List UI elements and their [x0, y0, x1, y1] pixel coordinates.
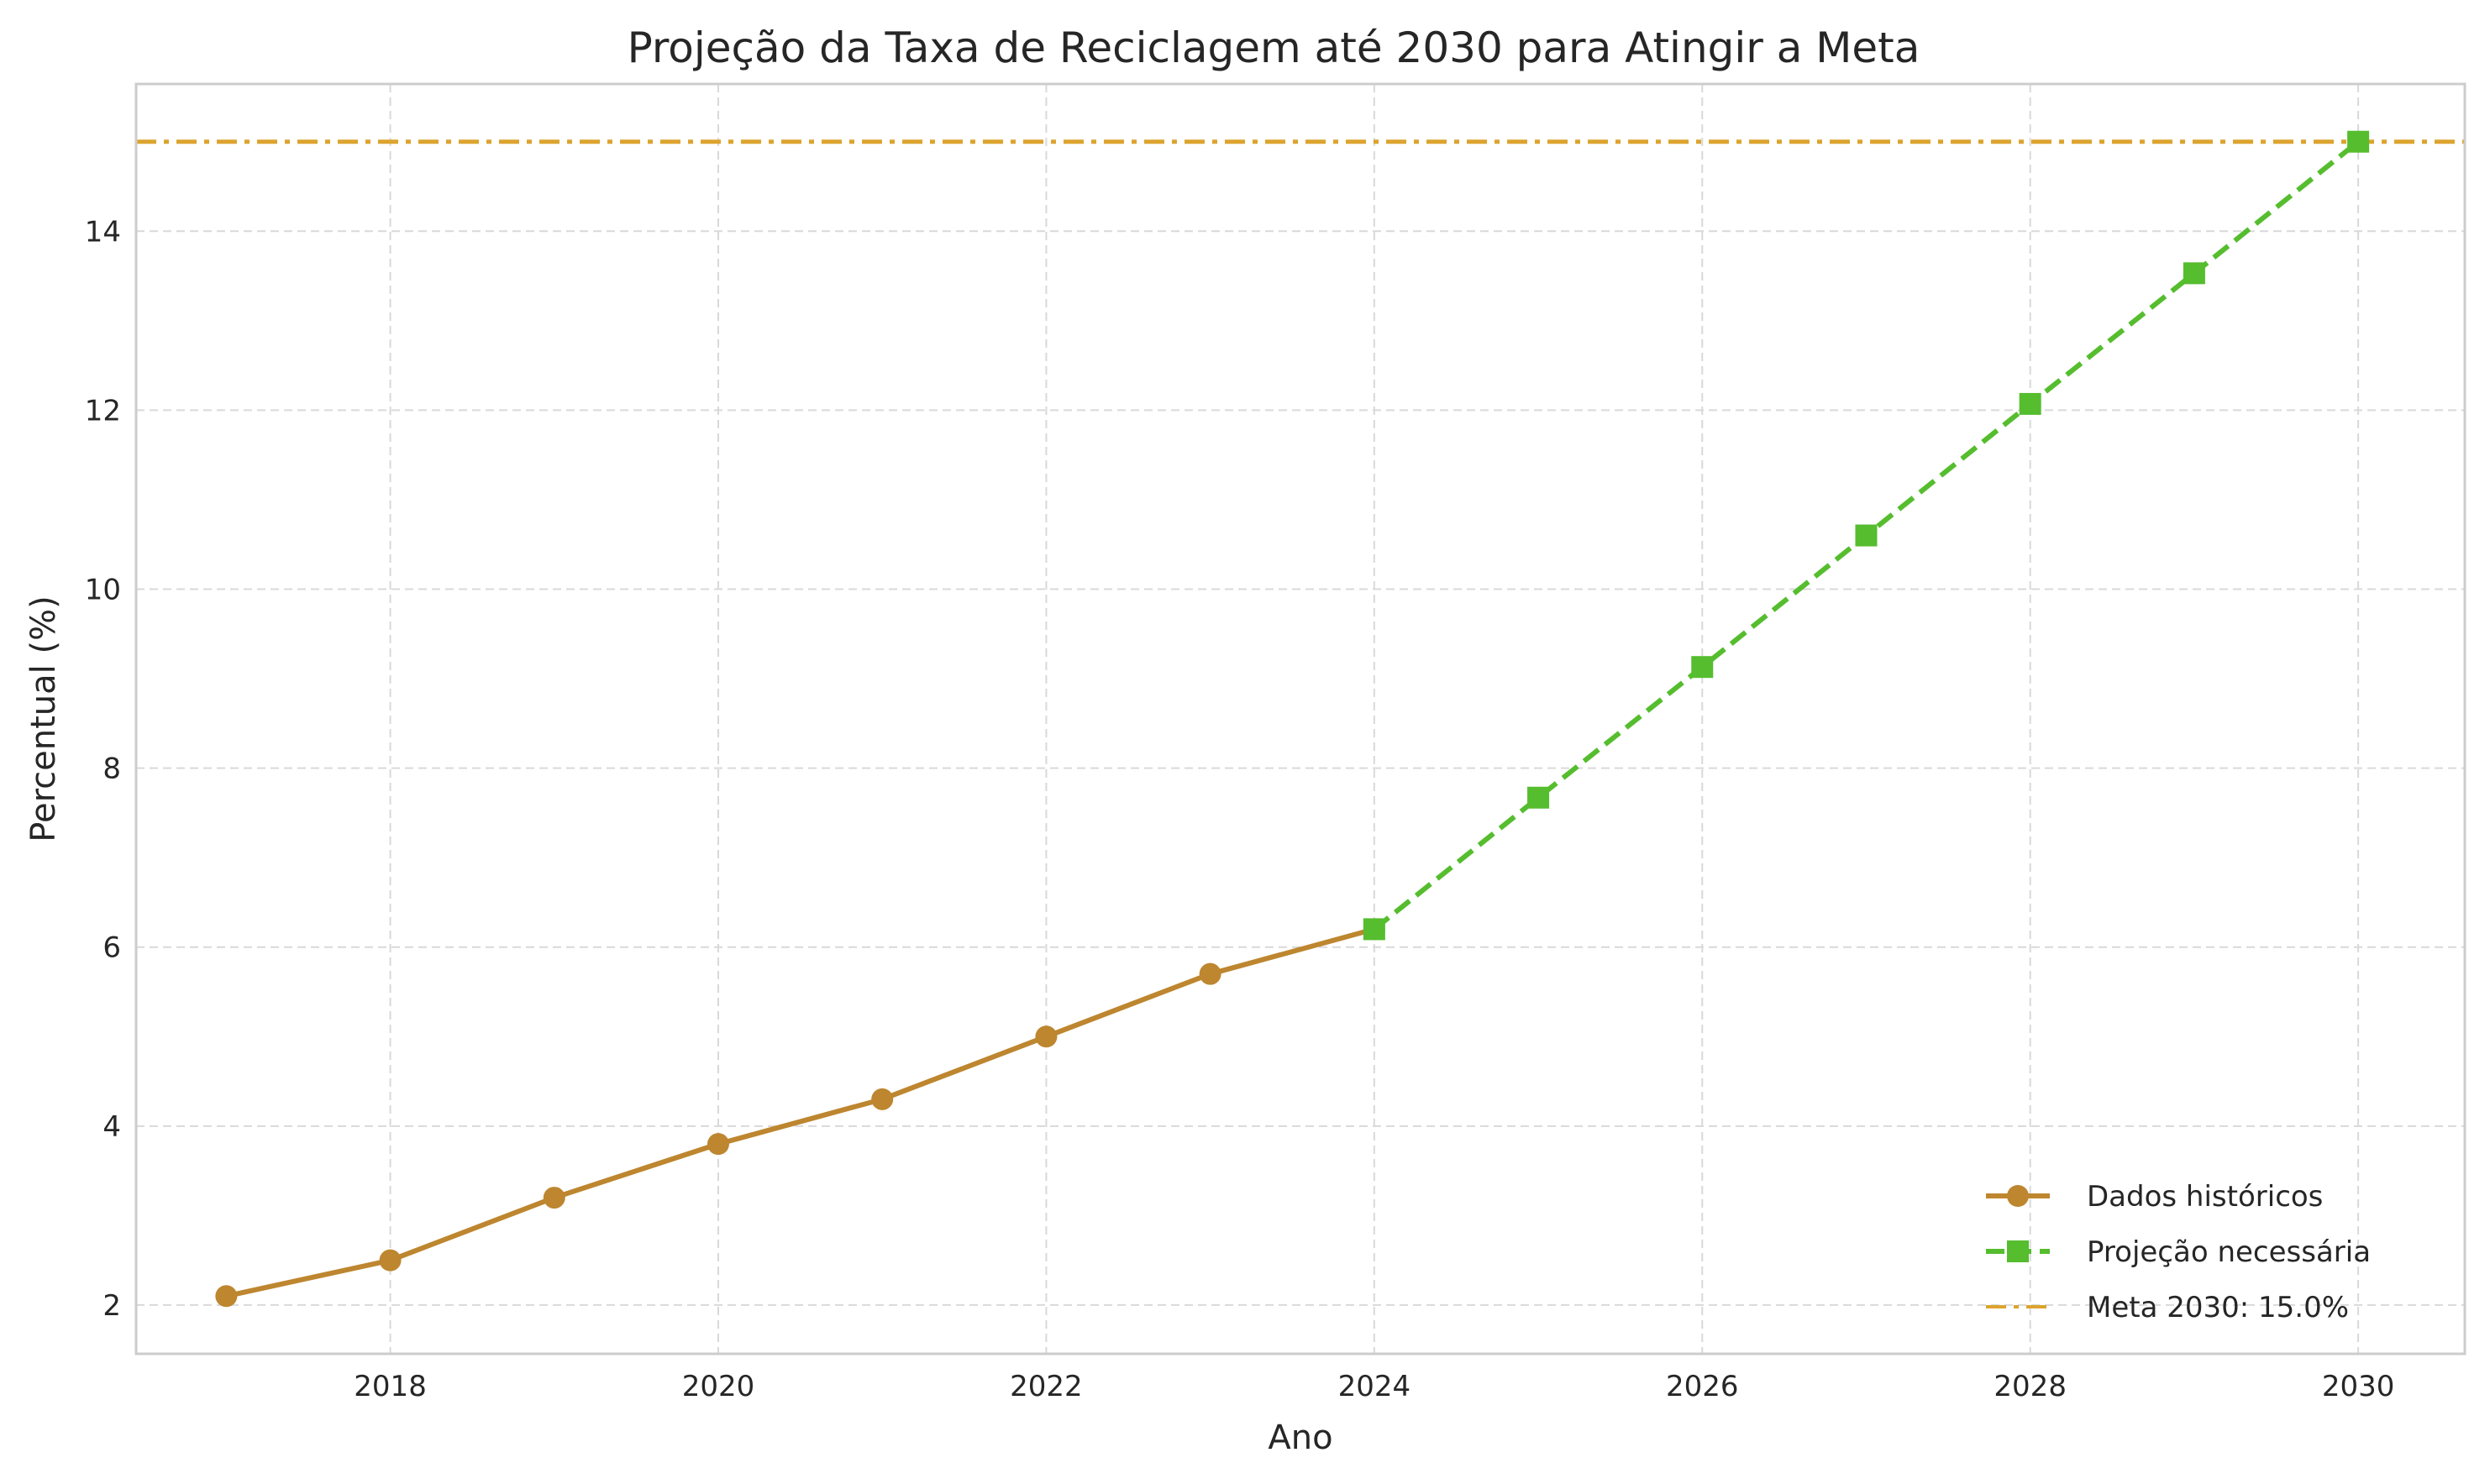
- legend-marker: [2007, 1240, 2029, 1262]
- data-point: [871, 1088, 894, 1110]
- x-tick-label: 2028: [1994, 1370, 2067, 1403]
- data-point: [2347, 130, 2370, 153]
- series-line-1: [225, 926, 1375, 1299]
- y-tick-label: 12: [85, 394, 121, 427]
- legend-label: Meta 2030: 15.0%: [2087, 1291, 2349, 1324]
- plot-frame: [134, 82, 2466, 1356]
- data-point: [1363, 918, 1385, 941]
- x-axis-label: Ano: [1268, 1418, 1332, 1457]
- legend-label: Dados históricos: [2087, 1180, 2323, 1214]
- data-point: [1199, 962, 1221, 985]
- legend: Dados históricos Projeção necessária Meta …: [1986, 1180, 2371, 1324]
- x-tick-label: 2020: [682, 1370, 755, 1403]
- x-tick-label: 2018: [354, 1370, 427, 1403]
- data-point: [215, 1285, 238, 1308]
- legend-label: Projeção necessária: [2087, 1235, 2371, 1269]
- x-tick-label: 2030: [2322, 1370, 2395, 1403]
- data-point: [1035, 1025, 1058, 1048]
- legend-marker: [2007, 1185, 2029, 1207]
- y-axis-ticks: 2 4 6 8 10 12 14: [85, 215, 121, 1323]
- data-point: [1527, 786, 1550, 809]
- data-point: [2183, 262, 2205, 285]
- data-point: [2019, 392, 2041, 415]
- data-point: [1855, 524, 1878, 547]
- x-tick-label: 2022: [1010, 1370, 1083, 1403]
- y-tick-label: 14: [85, 215, 121, 249]
- y-tick-label: 10: [85, 573, 121, 606]
- x-axis-ticks: 2018 2020 2022 2024 2026 2028 2030: [354, 1370, 2394, 1403]
- y-tick-label: 4: [102, 1110, 121, 1144]
- y-axis-label: Percentual (%): [24, 595, 63, 842]
- y-tick-label: 2: [102, 1289, 121, 1323]
- x-tick-label: 2024: [1338, 1370, 1411, 1403]
- data-point: [707, 1133, 729, 1156]
- grid: [136, 84, 2465, 1354]
- data-point: [543, 1187, 565, 1209]
- series-group: [215, 130, 2370, 1308]
- data-point: [1691, 656, 1714, 679]
- x-tick-label: 2026: [1666, 1370, 1739, 1403]
- chart-title: Projeção da Taxa de Reciclagem até 2030 …: [628, 24, 1920, 72]
- y-tick-label: 8: [102, 752, 121, 786]
- data-point: [379, 1249, 402, 1272]
- y-tick-label: 6: [102, 931, 121, 965]
